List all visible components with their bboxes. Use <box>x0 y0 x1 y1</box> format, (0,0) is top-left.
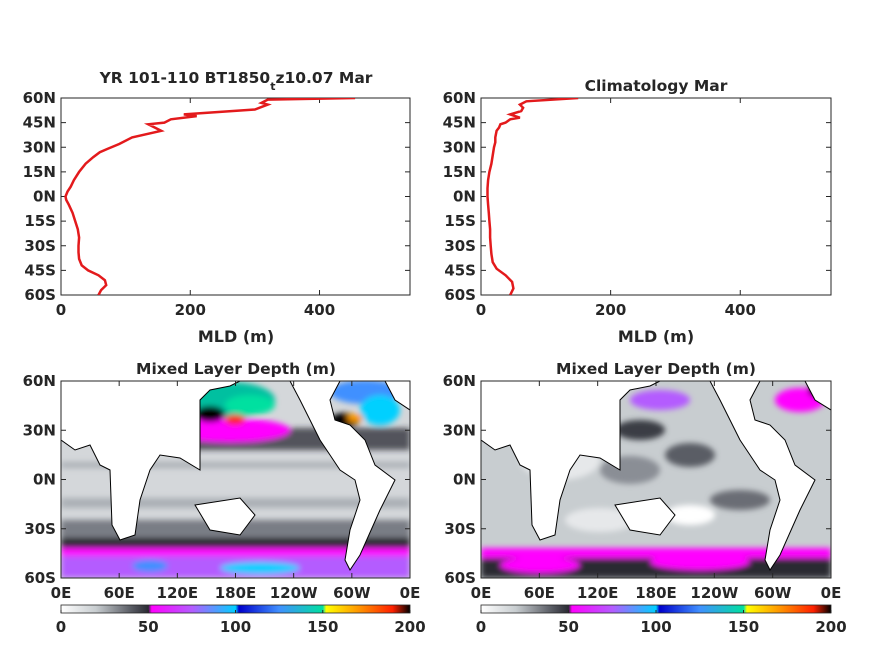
xtick-label: 0 <box>476 301 486 319</box>
ytick-label: 15N <box>23 163 56 181</box>
ytick-label: 30N <box>443 421 476 439</box>
colorbar-tick-label: 100 <box>220 618 251 636</box>
xtick-label: 120E <box>577 584 619 602</box>
xtick-label: 0E <box>400 584 421 602</box>
xtick-label: 400 <box>725 301 756 319</box>
xtick-label: 120W <box>690 584 738 602</box>
ytick-label: 0N <box>453 188 476 206</box>
colorbar-tick-label: 150 <box>728 618 759 636</box>
colorbar-tick-label: 50 <box>558 618 579 636</box>
panel-2-mld-line <box>486 98 579 295</box>
ytick-label: 30N <box>443 138 476 156</box>
xtick-label: 200 <box>175 301 206 319</box>
xtick-label: 400 <box>304 301 335 319</box>
colorbar-tick-label: 100 <box>640 618 671 636</box>
panel-3-axes-box <box>60 380 411 579</box>
colorbar-tick-label: 50 <box>138 618 159 636</box>
panel-3-colorbar-ticks: 0 50 100 150 200 <box>56 610 426 636</box>
ytick-label: 60N <box>23 89 56 107</box>
panel-2-title: Climatology Mar <box>585 77 728 95</box>
ytick-label: 45S <box>444 261 476 279</box>
panel-2-xlabel: MLD (m) <box>618 327 694 346</box>
map-panel-1: Mixed Layer Depth (m) <box>23 360 426 636</box>
colorbar-tick-label: 0 <box>56 618 66 636</box>
panel-4-mld-field <box>481 381 831 578</box>
ytick-label: 30S <box>444 237 476 255</box>
ytick-label: 0N <box>453 471 476 489</box>
ytick-label: 60N <box>443 89 476 107</box>
ytick-label: 45N <box>23 114 56 132</box>
xtick-label: 180E <box>215 584 257 602</box>
profile-panel-1: YR 101-110 BT1850tz10.07 Mar 60N 45N 30N 15… <box>23 69 411 346</box>
ytick-label: 30S <box>24 520 56 538</box>
panel-4-colorbar-ticks: 0 50 100 150 200 <box>476 610 847 636</box>
panel-4-title: Mixed Layer Depth (m) <box>556 360 756 378</box>
xtick-label: 0E <box>471 584 492 602</box>
panel-2-axes-box <box>480 97 832 296</box>
ytick-label: 0N <box>33 188 56 206</box>
xtick-label: 60E <box>524 584 555 602</box>
xtick-label: 0E <box>821 584 842 602</box>
panel-3-title: Mixed Layer Depth (m) <box>136 360 336 378</box>
ytick-label: 60S <box>444 286 476 304</box>
panel-4-ticks: 0E 60E 120E 180E 120W 60W 0E 60N 30N 0N 30S 60S <box>443 372 842 602</box>
panel-3-mld-field <box>61 381 410 578</box>
xtick-label: 120W <box>270 584 318 602</box>
ytick-label: 45S <box>24 261 56 279</box>
ytick-label: 15N <box>443 163 476 181</box>
ytick-label: 15S <box>24 212 56 230</box>
map-panel-2: Mixed Layer Depth (m) <box>443 360 847 636</box>
panel-4-axes-box <box>480 380 832 579</box>
panel-1-title: YR 101-110 BT1850tz10.07 Mar <box>99 69 373 93</box>
ytick-label: 30N <box>23 138 56 156</box>
ytick-label: 60S <box>24 286 56 304</box>
ytick-label: 60N <box>443 372 476 390</box>
colorbar-tick-label: 150 <box>307 618 338 636</box>
panel-3-land <box>61 381 410 571</box>
panel-1-xlabel: MLD (m) <box>198 327 274 346</box>
ytick-label: 45N <box>443 114 476 132</box>
ytick-label: 15S <box>444 212 476 230</box>
ytick-label: 60S <box>24 569 56 587</box>
ytick-label: 30N <box>23 421 56 439</box>
colorbar-tick-label: 200 <box>815 618 846 636</box>
xtick-label: 60W <box>754 584 792 602</box>
profile-panel-2: Climatology Mar 60N45N30N15N0N15S30S45S6… <box>443 77 832 346</box>
xtick-label: 0E <box>51 584 72 602</box>
ytick-label: 60N <box>23 372 56 390</box>
colorbar-tick-label: 0 <box>476 618 486 636</box>
xtick-label: 200 <box>595 301 626 319</box>
xtick-label: 180E <box>635 584 677 602</box>
ytick-label: 0N <box>33 471 56 489</box>
ytick-label: 30S <box>24 237 56 255</box>
panel-4-land <box>481 381 831 571</box>
xtick-label: 60E <box>104 584 135 602</box>
panel-1-axes-box <box>60 97 411 296</box>
xtick-label: 60W <box>333 584 371 602</box>
ytick-label: 30S <box>444 520 476 538</box>
xtick-label: 0 <box>56 301 66 319</box>
ytick-label: 60S <box>444 569 476 587</box>
colorbar-tick-label: 200 <box>394 618 425 636</box>
panel-1-mld-line <box>64 98 356 295</box>
xtick-label: 120E <box>157 584 199 602</box>
